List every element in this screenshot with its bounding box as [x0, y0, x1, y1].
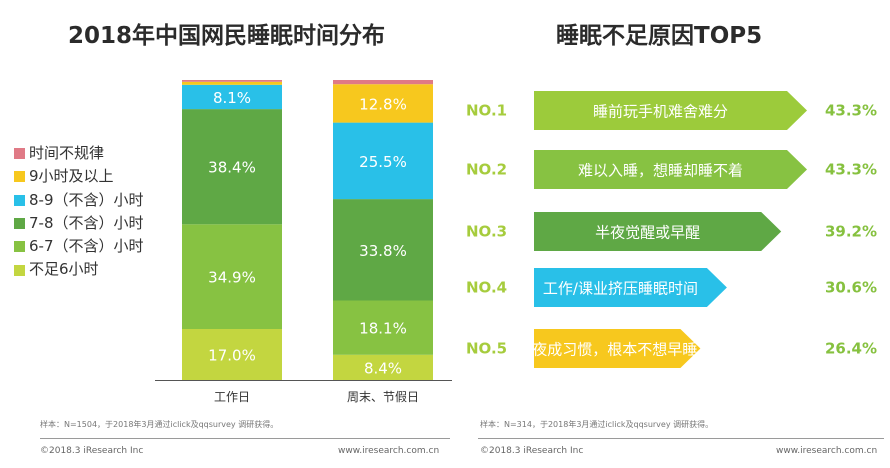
- legend-label: 6-7（不含）小时: [29, 237, 144, 256]
- legend-label: 8-9（不含）小时: [29, 190, 144, 209]
- rank-label: NO.2: [466, 161, 507, 179]
- left-site-url: www.iresearch.com.cn: [338, 446, 440, 456]
- reason-label: 熬夜成习惯，根本不想早睡: [517, 341, 697, 359]
- bar-segment-0-0: [182, 329, 282, 380]
- reason-label: 工作/课业挤压睡眠时间: [543, 280, 698, 298]
- rank-label: NO.3: [466, 223, 507, 241]
- bar-segment-1-0: [333, 354, 433, 380]
- reason-label: 半夜觉醒或早醒: [595, 224, 700, 242]
- right-copyright: ©2018.3 iResearch Inc: [480, 446, 584, 456]
- left-copyright: ©2018.3 iResearch Inc: [40, 446, 144, 456]
- legend-item: 7-8（不含）小时: [14, 212, 144, 235]
- legend: 时间不规律 9小时及以上 8-9（不含）小时 7-8（不含）小时 6-7（不含）小时 不足…: [14, 142, 144, 282]
- bar-value-label: 38.4%: [208, 159, 256, 177]
- bar-value-label: 34.9%: [208, 269, 256, 287]
- legend-swatch: [14, 241, 25, 253]
- bar-segment-1-3: [333, 122, 433, 200]
- bar-segment-1-4: [333, 84, 433, 123]
- legend-item: 8-9（不含）小时: [14, 189, 144, 212]
- bar-value-label: 33.8%: [359, 242, 407, 260]
- bar-segment-0-4: [182, 81, 282, 85]
- bar-segment-0-3: [182, 84, 282, 110]
- category-label: 工作日: [214, 390, 250, 404]
- reason-bar: [534, 212, 782, 251]
- legend-label: 9小时及以上: [29, 167, 114, 186]
- bar-segment-0-1: [182, 224, 282, 329]
- rank-label: NO.1: [466, 102, 507, 120]
- legend-swatch: [14, 264, 25, 276]
- reason-label: 难以入睡，想睡却睡不着: [578, 162, 743, 180]
- bar-segment-1-2: [333, 199, 433, 301]
- legend-swatch: [14, 194, 25, 206]
- rank-label: NO.4: [466, 279, 507, 297]
- legend-label: 不足6小时: [29, 260, 99, 279]
- legend-swatch: [14, 171, 25, 183]
- legend-label: 时间不规律: [29, 144, 105, 162]
- reason-value: 30.6%: [825, 279, 877, 297]
- bar-segment-0-2: [182, 109, 282, 225]
- left-footer-divider: [40, 438, 450, 439]
- rank-label: NO.5: [466, 340, 507, 358]
- reason-bar: [534, 91, 807, 130]
- right-sample-note: 样本：N=314，于2018年3月通过iclick及qqsurvey 调研获得。: [480, 420, 714, 429]
- legend-swatch: [14, 148, 25, 160]
- reason-bar: [534, 150, 807, 189]
- legend-label: 7-8（不含）小时: [29, 213, 144, 232]
- legend-item: 不足6小时: [14, 258, 144, 281]
- bar-segment-0-5: [182, 80, 282, 82]
- left-sample-note: 样本：N=1504，于2018年3月通过iclick及qqsurvey 调研获得…: [40, 420, 279, 429]
- bar-segment-1-1: [333, 300, 433, 355]
- reason-value: 39.2%: [825, 223, 877, 241]
- reason-value: 43.3%: [825, 102, 877, 120]
- category-label: 周末、节假日: [347, 390, 419, 404]
- bar-value-label: 17.0%: [208, 347, 256, 365]
- bar-segment-1-5: [333, 80, 433, 85]
- legend-item: 9小时及以上: [14, 165, 144, 188]
- bar-value-label: 25.5%: [359, 153, 407, 171]
- reason-value: 26.4%: [825, 340, 877, 358]
- legend-item: 时间不规律: [14, 142, 144, 165]
- bar-value-label: 12.8%: [359, 95, 407, 113]
- right-site-url: www.iresearch.com.cn: [776, 446, 878, 456]
- reason-label: 睡前玩手机难舍难分: [593, 103, 728, 121]
- legend-item: 6-7（不含）小时: [14, 235, 144, 258]
- reason-value: 43.3%: [825, 161, 877, 179]
- bar-value-label: 8.4%: [364, 359, 402, 377]
- reason-bar: [534, 329, 701, 368]
- bar-value-label: 8.1%: [213, 89, 251, 107]
- right-chart-title: 睡眠不足原因TOP5: [556, 23, 763, 49]
- legend-swatch: [14, 218, 25, 230]
- right-footer-divider: [478, 438, 884, 439]
- reason-bar: [534, 268, 727, 307]
- bar-value-label: 18.1%: [359, 320, 407, 338]
- left-chart-title: 2018年中国网民睡眠时间分布: [68, 23, 386, 49]
